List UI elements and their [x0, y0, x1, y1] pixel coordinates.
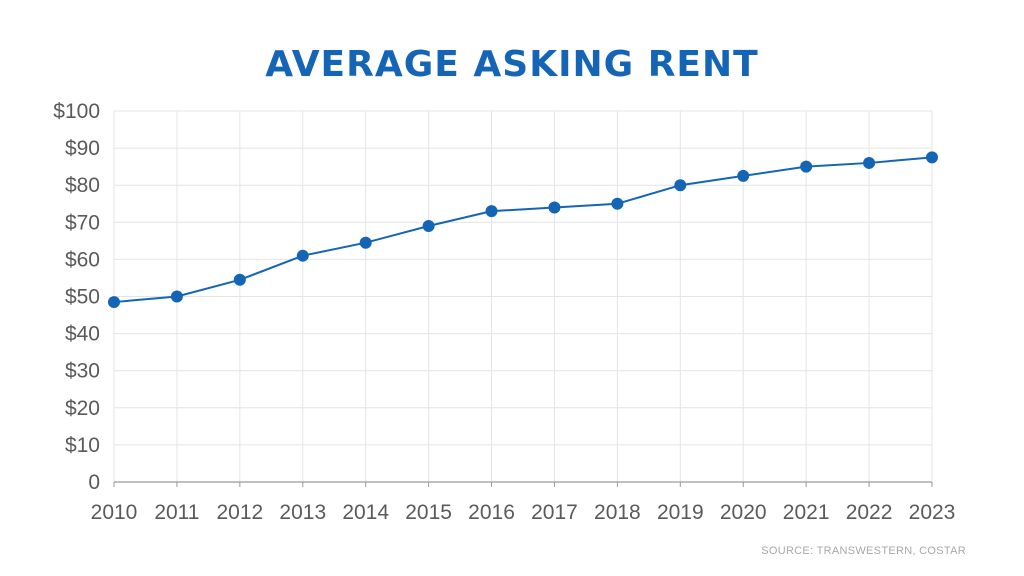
y-tick-label: $30 [65, 360, 100, 383]
source-note: SOURCE: TRANSWESTERN, COSTAR [761, 545, 966, 557]
data-point [548, 201, 561, 214]
x-tick-label: 2013 [279, 501, 326, 524]
data-point [926, 151, 938, 164]
data-series [108, 151, 938, 309]
x-tick-label: 2021 [783, 501, 830, 524]
x-tick-label: 2022 [846, 501, 893, 524]
x-tick-labels: 2010 2011 2012 2013 2014 2015 2016 2017 2018 2019… [91, 501, 956, 524]
x-tick-label: 2016 [468, 501, 515, 524]
x-tick-label: 2017 [531, 501, 578, 524]
data-point [170, 290, 183, 303]
data-point [296, 249, 309, 262]
x-tick-label: 2010 [91, 501, 138, 524]
x-tick-label: 2015 [405, 501, 452, 524]
data-point [863, 156, 876, 169]
x-tick-label: 2018 [594, 501, 641, 524]
y-tick-label: $80 [65, 174, 100, 197]
data-point [108, 296, 120, 309]
data-point [737, 169, 750, 182]
data-point [233, 273, 246, 286]
chart-title: AVERAGE ASKING RENT [265, 44, 759, 85]
y-tick-label: $100 [53, 100, 100, 123]
x-tick-label: 2019 [657, 501, 704, 524]
y-tick-label: $90 [65, 137, 100, 160]
x-tick-label: 2020 [720, 501, 767, 524]
data-point [674, 179, 687, 192]
y-tick-label: $50 [65, 286, 100, 309]
x-tick-label: 2012 [216, 501, 263, 524]
data-point [359, 236, 372, 249]
y-tick-labels: 0 $10 $20 $30 $40 $50 $60 $70 $80 $90 $100 [53, 100, 100, 494]
data-point [422, 220, 435, 233]
y-tick-label: 0 [88, 471, 100, 494]
x-tick-label: 2014 [342, 501, 389, 524]
y-tick-label: $20 [65, 397, 100, 420]
y-tick-label: $10 [65, 434, 100, 457]
data-point [611, 197, 624, 210]
data-point [485, 205, 498, 218]
y-tick-label: $60 [65, 248, 100, 271]
series-line [113, 156, 933, 304]
y-tick-label: $70 [65, 211, 100, 234]
x-tick-label: 2023 [909, 501, 956, 524]
data-point [800, 160, 813, 173]
axes [113, 481, 933, 487]
y-tick-label: $40 [65, 323, 100, 346]
x-tick-label: 2011 [154, 501, 199, 524]
